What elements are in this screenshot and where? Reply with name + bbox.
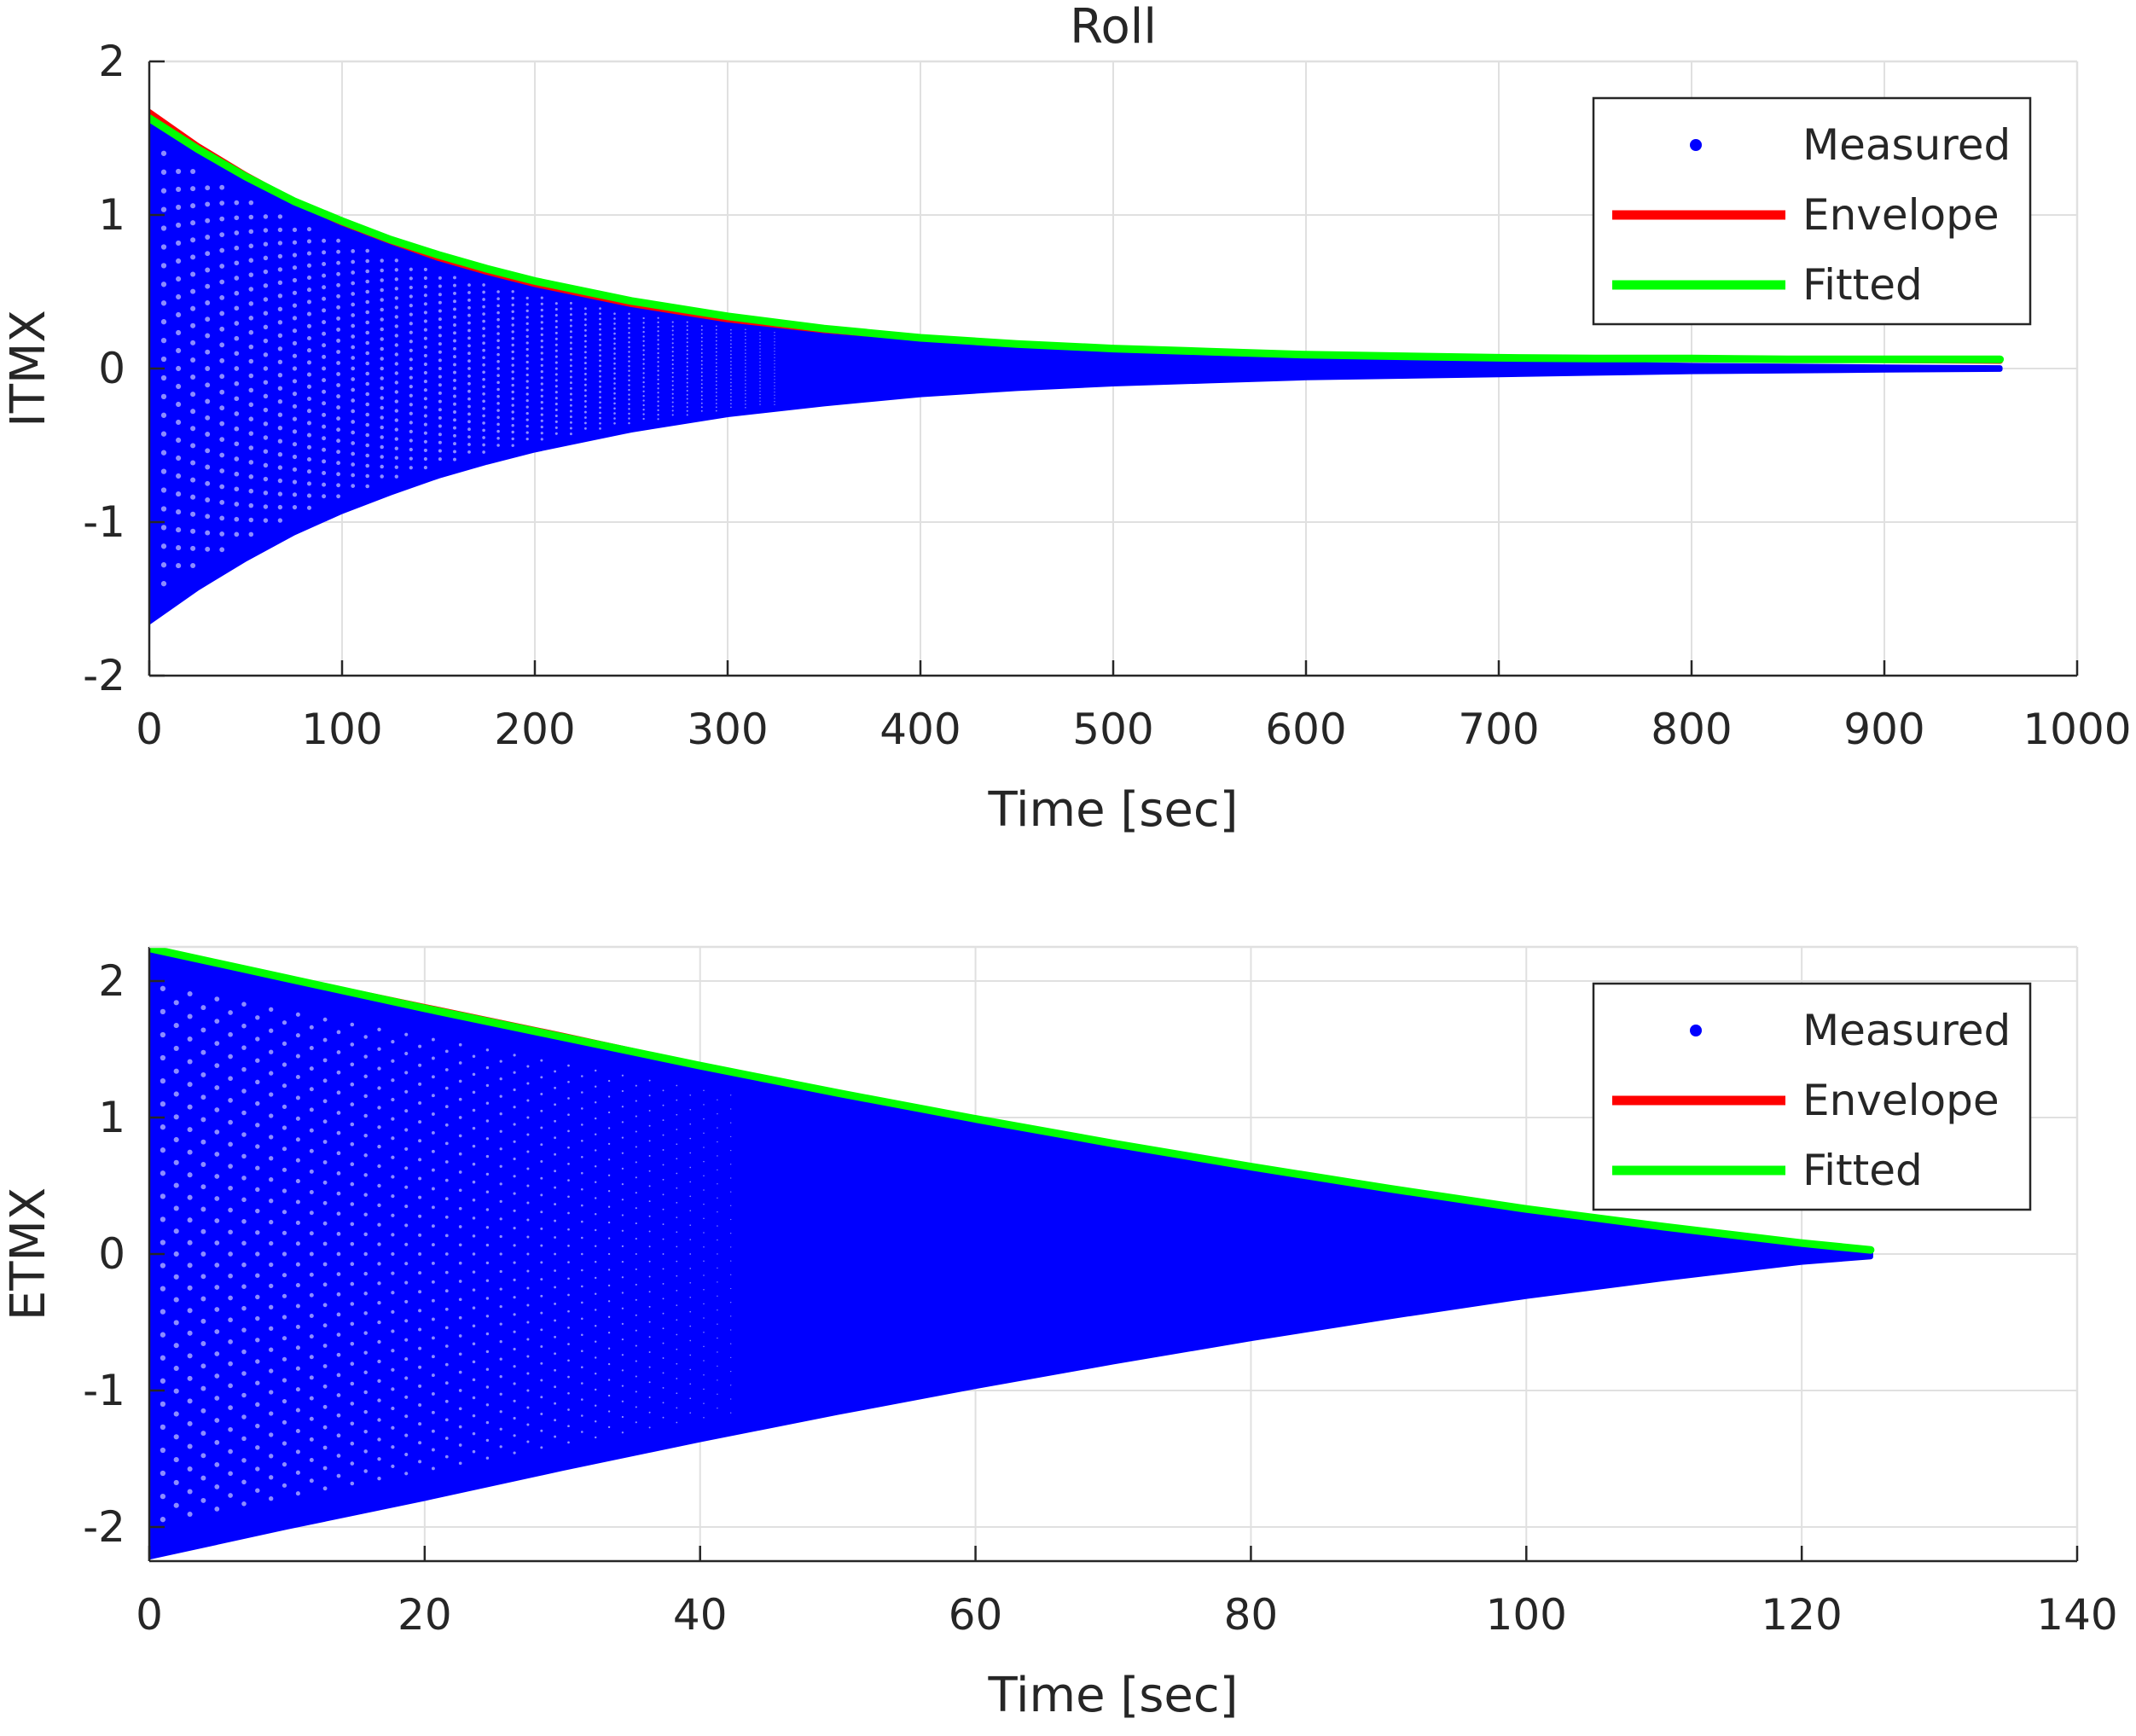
roll-itmx-chart: 0 100 200 300 400 500 600 700 800 900 1000 -2 -1 0 1 2 T… [1,0,2132,838]
legend-label: Envelope [1802,1076,2000,1125]
x-tick-label: 60 [949,1590,1003,1640]
legend-label: Fitted [1802,260,1923,310]
series-fitted-line [149,114,2005,363]
y-tick-label: 2 [98,37,125,86]
y-axis-label: ITMX [1,310,56,427]
x-tick-label: 0 [136,1590,163,1640]
y-tick-label: 0 [98,344,125,393]
x-tick-label: 200 [494,705,575,754]
x-tick-label: 300 [687,705,768,754]
legend-entry-measured: Measured [1690,1006,2011,1055]
series-layer [149,947,1875,1560]
legend-label: Measured [1802,1006,2011,1055]
legend: Measured Envelope Fitted [1592,982,2032,1211]
legend: Measured Envelope Fitted [1592,96,2032,326]
measured-dot-texture [160,985,732,1523]
x-tick-label: 800 [1651,705,1732,754]
legend-label: Envelope [1802,190,2000,240]
y-axis-label: ETMX [1,1187,56,1321]
chart-title: Roll [1070,0,1157,55]
x-tick-label: 400 [879,705,961,754]
axes [148,945,2079,1563]
y-tick-label: 2 [98,956,125,1006]
y-tick-label: -2 [83,1502,125,1552]
measured-dot-texture [160,150,775,587]
x-tick-label: 140 [2036,1590,2117,1640]
x-tick-label: 40 [673,1590,728,1640]
measured-oscillation-band [149,113,2003,624]
y-tick-label: -2 [83,651,125,700]
legend-marker [1690,139,1702,151]
x-tick-label: 500 [1072,705,1153,754]
legend-label: Measured [1802,120,2011,170]
legend-entry-fitted: Fitted [1612,260,1923,310]
x-tick-label: 900 [1843,705,1924,754]
y-tick-label: 1 [98,190,125,240]
x-axis-label: Time [sec] [988,782,1239,838]
x-tick-label: 100 [1486,1590,1567,1640]
x-axis-label: Time [sec] [988,1668,1239,1723]
x-tick-label: 100 [301,705,382,754]
y-tick-label: -1 [83,497,125,547]
legend-label: Fitted [1802,1146,1923,1195]
roll-etmx-chart: 0 20 40 60 80 100 120 140 -2 -1 0 1 2 Time [sec] ETMX M… [1,945,2118,1723]
x-tick-label: 20 [398,1590,452,1640]
legend-entry-envelope: Envelope [1612,190,2000,240]
y-tick-label: 1 [98,1093,125,1142]
x-tick-label: 80 [1224,1590,1279,1640]
legend-entry-envelope: Envelope [1612,1076,2000,1125]
legend-entry-measured: Measured [1690,120,2011,170]
series-fitted-line [149,947,1875,1254]
legend-marker [1690,1025,1702,1036]
axes [148,60,2079,677]
y-tick-label: -1 [83,1366,125,1415]
series-layer [149,108,2005,624]
x-tick-label: 600 [1265,705,1346,754]
x-tick-label: 700 [1458,705,1539,754]
x-tick-label: 120 [1761,1590,1842,1640]
x-tick-label: 1000 [2023,705,2131,754]
series-measured [149,113,2003,624]
y-tick-label: 0 [98,1229,125,1279]
x-tick-label: 0 [136,705,163,754]
legend-entry-fitted: Fitted [1612,1146,1923,1195]
